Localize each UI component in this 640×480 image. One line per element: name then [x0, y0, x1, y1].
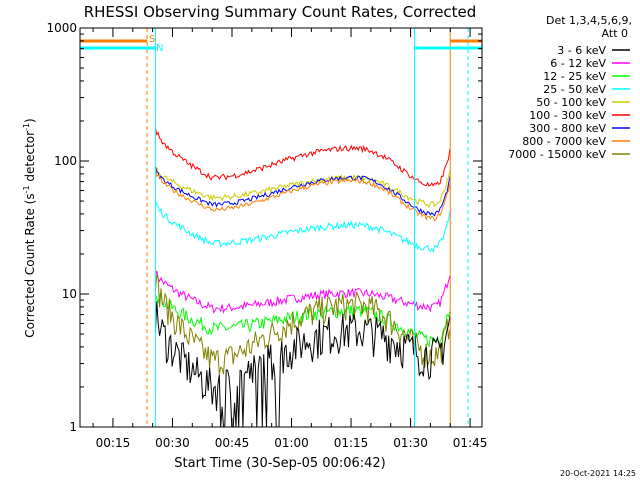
plot-frame: [79, 27, 483, 428]
series-line: [154, 290, 451, 348]
legend-label: 3 - 6 keV: [557, 44, 606, 57]
night-flag-label: N: [156, 43, 163, 54]
series-line: [154, 127, 451, 187]
series-line: [154, 166, 451, 217]
x-tick-label: 00:30: [155, 436, 190, 450]
x-tick-label: 01:00: [274, 436, 309, 450]
x-tick-label: 00:15: [96, 436, 131, 450]
footer-timestamp: 20-Oct-2021 14:25: [560, 469, 636, 478]
y-label-sup2: -1: [22, 123, 31, 131]
y-axis-label: Corrected Count Rate (s-1 detector-1): [22, 118, 37, 337]
series-line: [154, 270, 451, 315]
y-label-part1: Corrected Count Rate (s: [23, 193, 37, 337]
series-line: [155, 166, 451, 208]
series-line: [154, 301, 451, 428]
y-tick-label: 10: [62, 287, 77, 301]
x-axis-label: Start Time (30-Sep-05 00:06:42): [174, 456, 385, 471]
y-tick-label: 100: [54, 154, 77, 168]
legend-header-line1: Det 1,3,4,5,6,9,: [546, 14, 632, 27]
x-tick-label: 01:30: [393, 436, 428, 450]
legend-label: 800 - 7000 keV: [522, 135, 606, 148]
legend-label: 100 - 300 keV: [529, 109, 606, 122]
legend-label: 300 - 800 keV: [529, 122, 606, 135]
chart-title: RHESSI Observing Summary Count Rates, Co…: [84, 3, 477, 21]
series-line: [154, 168, 451, 222]
y-label-sup1: -1: [22, 185, 31, 193]
x-tick-label: 01:15: [334, 436, 369, 450]
x-tick-label: 00:45: [215, 436, 250, 450]
y-label-part3: ): [23, 118, 37, 123]
y-tick-label: 1000: [46, 21, 77, 35]
legend-label: 7000 - 15000 keV: [508, 148, 606, 161]
series-line: [154, 199, 451, 253]
legend-label: 12 - 25 keV: [543, 70, 606, 83]
legend-header-line2: Att 0: [602, 27, 628, 40]
legend-label: 25 - 50 keV: [543, 83, 606, 96]
legend-label: 50 - 100 keV: [536, 96, 606, 109]
y-tick-label: 1: [69, 420, 77, 434]
y-label-part2: detector: [23, 131, 37, 186]
saa-flag-label: S: [149, 34, 155, 45]
series-line: [154, 274, 451, 375]
legend-label: 6 - 12 keV: [550, 57, 606, 70]
x-tick-label: 01:45: [453, 436, 488, 450]
